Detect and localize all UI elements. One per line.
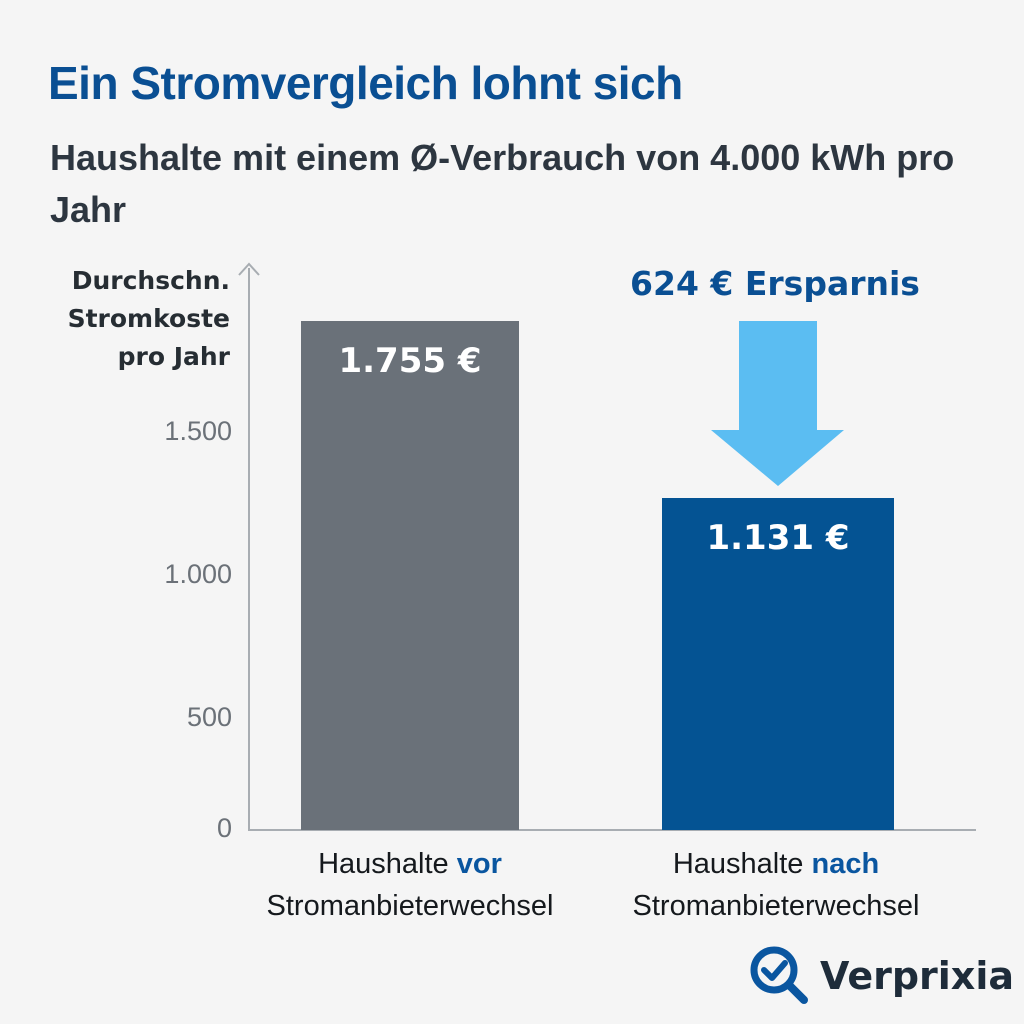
bar-before: 1.755 € bbox=[301, 321, 519, 830]
y-axis-line bbox=[248, 268, 250, 831]
y-tick-1000: 1.000 bbox=[164, 559, 232, 589]
y-axis-label-line: pro Jahr bbox=[117, 342, 230, 371]
bar-after: 1.131 € bbox=[662, 498, 894, 830]
y-axis-label: Durchschn. Stromkoste pro Jahr bbox=[40, 262, 230, 376]
x-axis-line bbox=[248, 829, 976, 831]
x-label-after: Haushalte nach Stromanbieterwechsel bbox=[606, 843, 946, 927]
brand-name: Verprixia bbox=[820, 954, 1014, 998]
x-label-emphasis: vor bbox=[456, 848, 502, 880]
chart-title: Ein Stromvergleich lohnt sich bbox=[48, 57, 683, 109]
magnifier-check-icon bbox=[750, 946, 808, 1004]
y-axis-arrow-icon bbox=[238, 262, 260, 276]
x-label-line2: Stromanbieterwechsel bbox=[266, 890, 554, 922]
x-label-line2: Stromanbieterwechsel bbox=[632, 890, 920, 922]
y-tick-0: 0 bbox=[216, 813, 232, 843]
x-label-emphasis: nach bbox=[811, 848, 880, 880]
x-label-prefix: Haushalte bbox=[318, 848, 449, 880]
down-arrow-icon bbox=[711, 321, 844, 486]
chart-subtitle: Haushalte mit einem Ø-Verbrauch von 4.00… bbox=[50, 137, 955, 230]
savings-annotation: 624 € Ersparnis bbox=[630, 264, 920, 303]
y-axis-label-line: Durchschn. bbox=[71, 266, 230, 295]
y-axis-label-line: Stromkoste bbox=[67, 304, 230, 333]
x-label-before: Haushalte vor Stromanbieterwechsel bbox=[240, 843, 580, 927]
bar-value-label: 1.131 € bbox=[706, 518, 850, 558]
y-tick-500: 500 bbox=[186, 702, 232, 732]
y-tick-1500: 1.500 bbox=[164, 416, 232, 446]
bar-value-label: 1.755 € bbox=[338, 341, 482, 381]
brand-logo: Verprixia bbox=[748, 944, 1014, 1008]
x-label-prefix: Haushalte bbox=[672, 848, 804, 880]
